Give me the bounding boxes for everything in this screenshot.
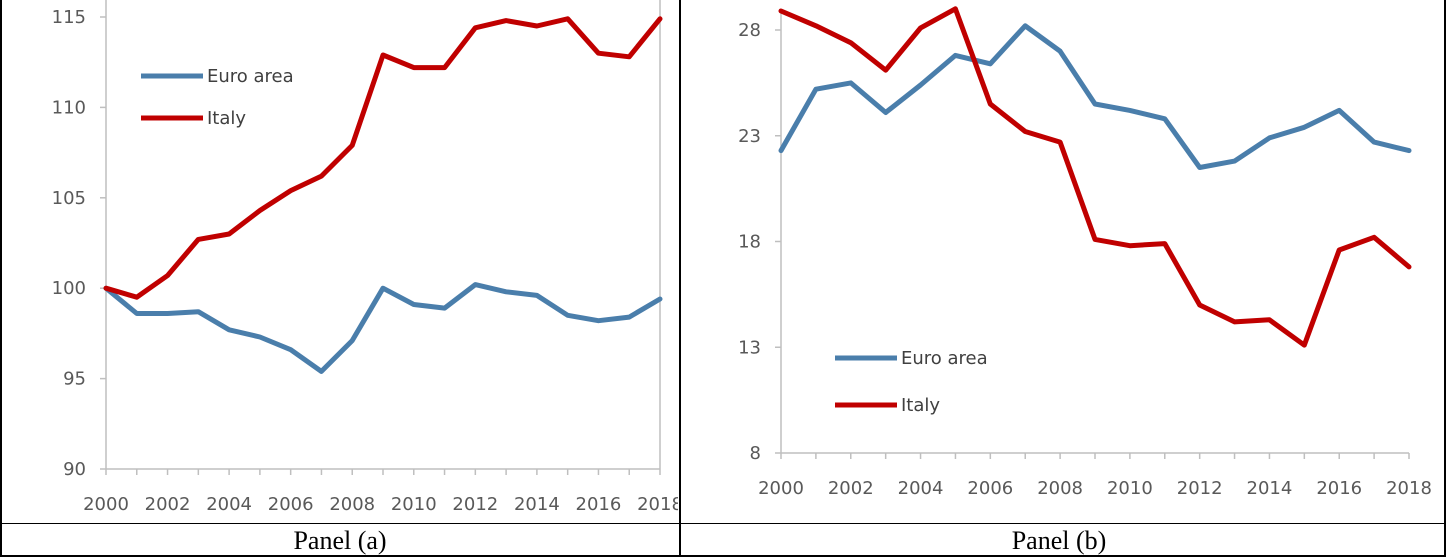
chart-a-x-tick-label: 2002 — [145, 494, 191, 515]
chart-a-x-tick-label: 2010 — [391, 494, 437, 515]
chart-b-series-line-euro-area — [778, 23, 1412, 170]
chart-a-y-tick-label: 95 — [63, 369, 86, 390]
chart-b-svg: 8 13 18 23 28 2000 2002 2004 2006 2008 2010 2012 201… — [738, 6, 1432, 555]
chart-b-x-tick-label: 2004 — [898, 478, 944, 499]
chart-a-x-tick-label: 2004 — [206, 494, 252, 515]
chart-a-y-tick-label: 105 — [52, 188, 86, 209]
chart-b-x-tick-label: 2010 — [1107, 478, 1153, 499]
chart-a-x-tick-label: 2014 — [514, 494, 560, 515]
chart-b-series-line-italy — [778, 6, 1412, 348]
chart-b-y-tick-label: 28 — [738, 20, 761, 41]
chart-a-x-tick-label: 2018 — [637, 494, 678, 515]
chart-a-caption: Panel (a) — [293, 526, 386, 555]
chart-a-x-tick-label: 2008 — [329, 494, 375, 515]
chart-a-legend-label: Euro area — [207, 66, 294, 87]
chart-a-x-tick-label: 2006 — [268, 494, 314, 515]
chart-a-legend-label: Italy — [207, 108, 246, 129]
chart-b-caption: Panel (b) — [1012, 526, 1107, 555]
chart-panel-b: 8 13 18 23 28 2000 2002 2004 2006 2008 2010 2012 201… — [681, 0, 1445, 556]
chart-a-x-tick-label: 2012 — [452, 494, 498, 515]
chart-b-x-tick-label: 2018 — [1386, 478, 1432, 499]
chart-a-y-tick-label: 90 — [63, 459, 86, 480]
chart-b-x-tick-label: 2008 — [1037, 478, 1083, 499]
chart-b-x-tick-label: 2012 — [1177, 478, 1223, 499]
chart-a-y-tick-label: 115 — [52, 7, 86, 28]
chart-b-y-tick-label: 8 — [750, 443, 761, 464]
chart-panel-a: 90 95 100 105 110 115 2000 2002 2004 2006 2008 2010… — [0, 0, 678, 556]
frame-caption-top — [0, 523, 1446, 524]
frame-left — [0, 0, 2, 556]
chart-a-svg: 90 95 100 105 110 115 2000 2002 2004 2006 2008 2010… — [52, 0, 678, 555]
chart-a-y-tick-label: 100 — [52, 278, 86, 299]
chart-b-x-tick-label: 2006 — [967, 478, 1013, 499]
chart-b-y-tick-label: 23 — [738, 126, 761, 147]
chart-b-x-tick-label: 2002 — [828, 478, 874, 499]
chart-a-series-line-italy — [103, 16, 663, 300]
chart-a-x-tick-label: 2000 — [83, 494, 129, 515]
chart-b-legend-label: Euro area — [901, 348, 988, 369]
chart-a-y-tick-label: 110 — [52, 97, 86, 118]
chart-b-x-tick-label: 2016 — [1316, 478, 1362, 499]
chart-a-x-tick-label: 2016 — [576, 494, 622, 515]
chart-b-legend-label: Italy — [901, 395, 940, 416]
frame-bottom — [0, 555, 1446, 557]
chart-b-x-tick-label: 2000 — [758, 478, 804, 499]
chart-a-series-line-euro-area — [103, 282, 663, 374]
chart-b-y-tick-label: 18 — [738, 232, 761, 253]
chart-b-x-tick-label: 2014 — [1247, 478, 1293, 499]
frame-right — [1444, 0, 1446, 556]
chart-b-y-tick-label: 13 — [738, 337, 761, 358]
frame-middle — [679, 0, 681, 556]
